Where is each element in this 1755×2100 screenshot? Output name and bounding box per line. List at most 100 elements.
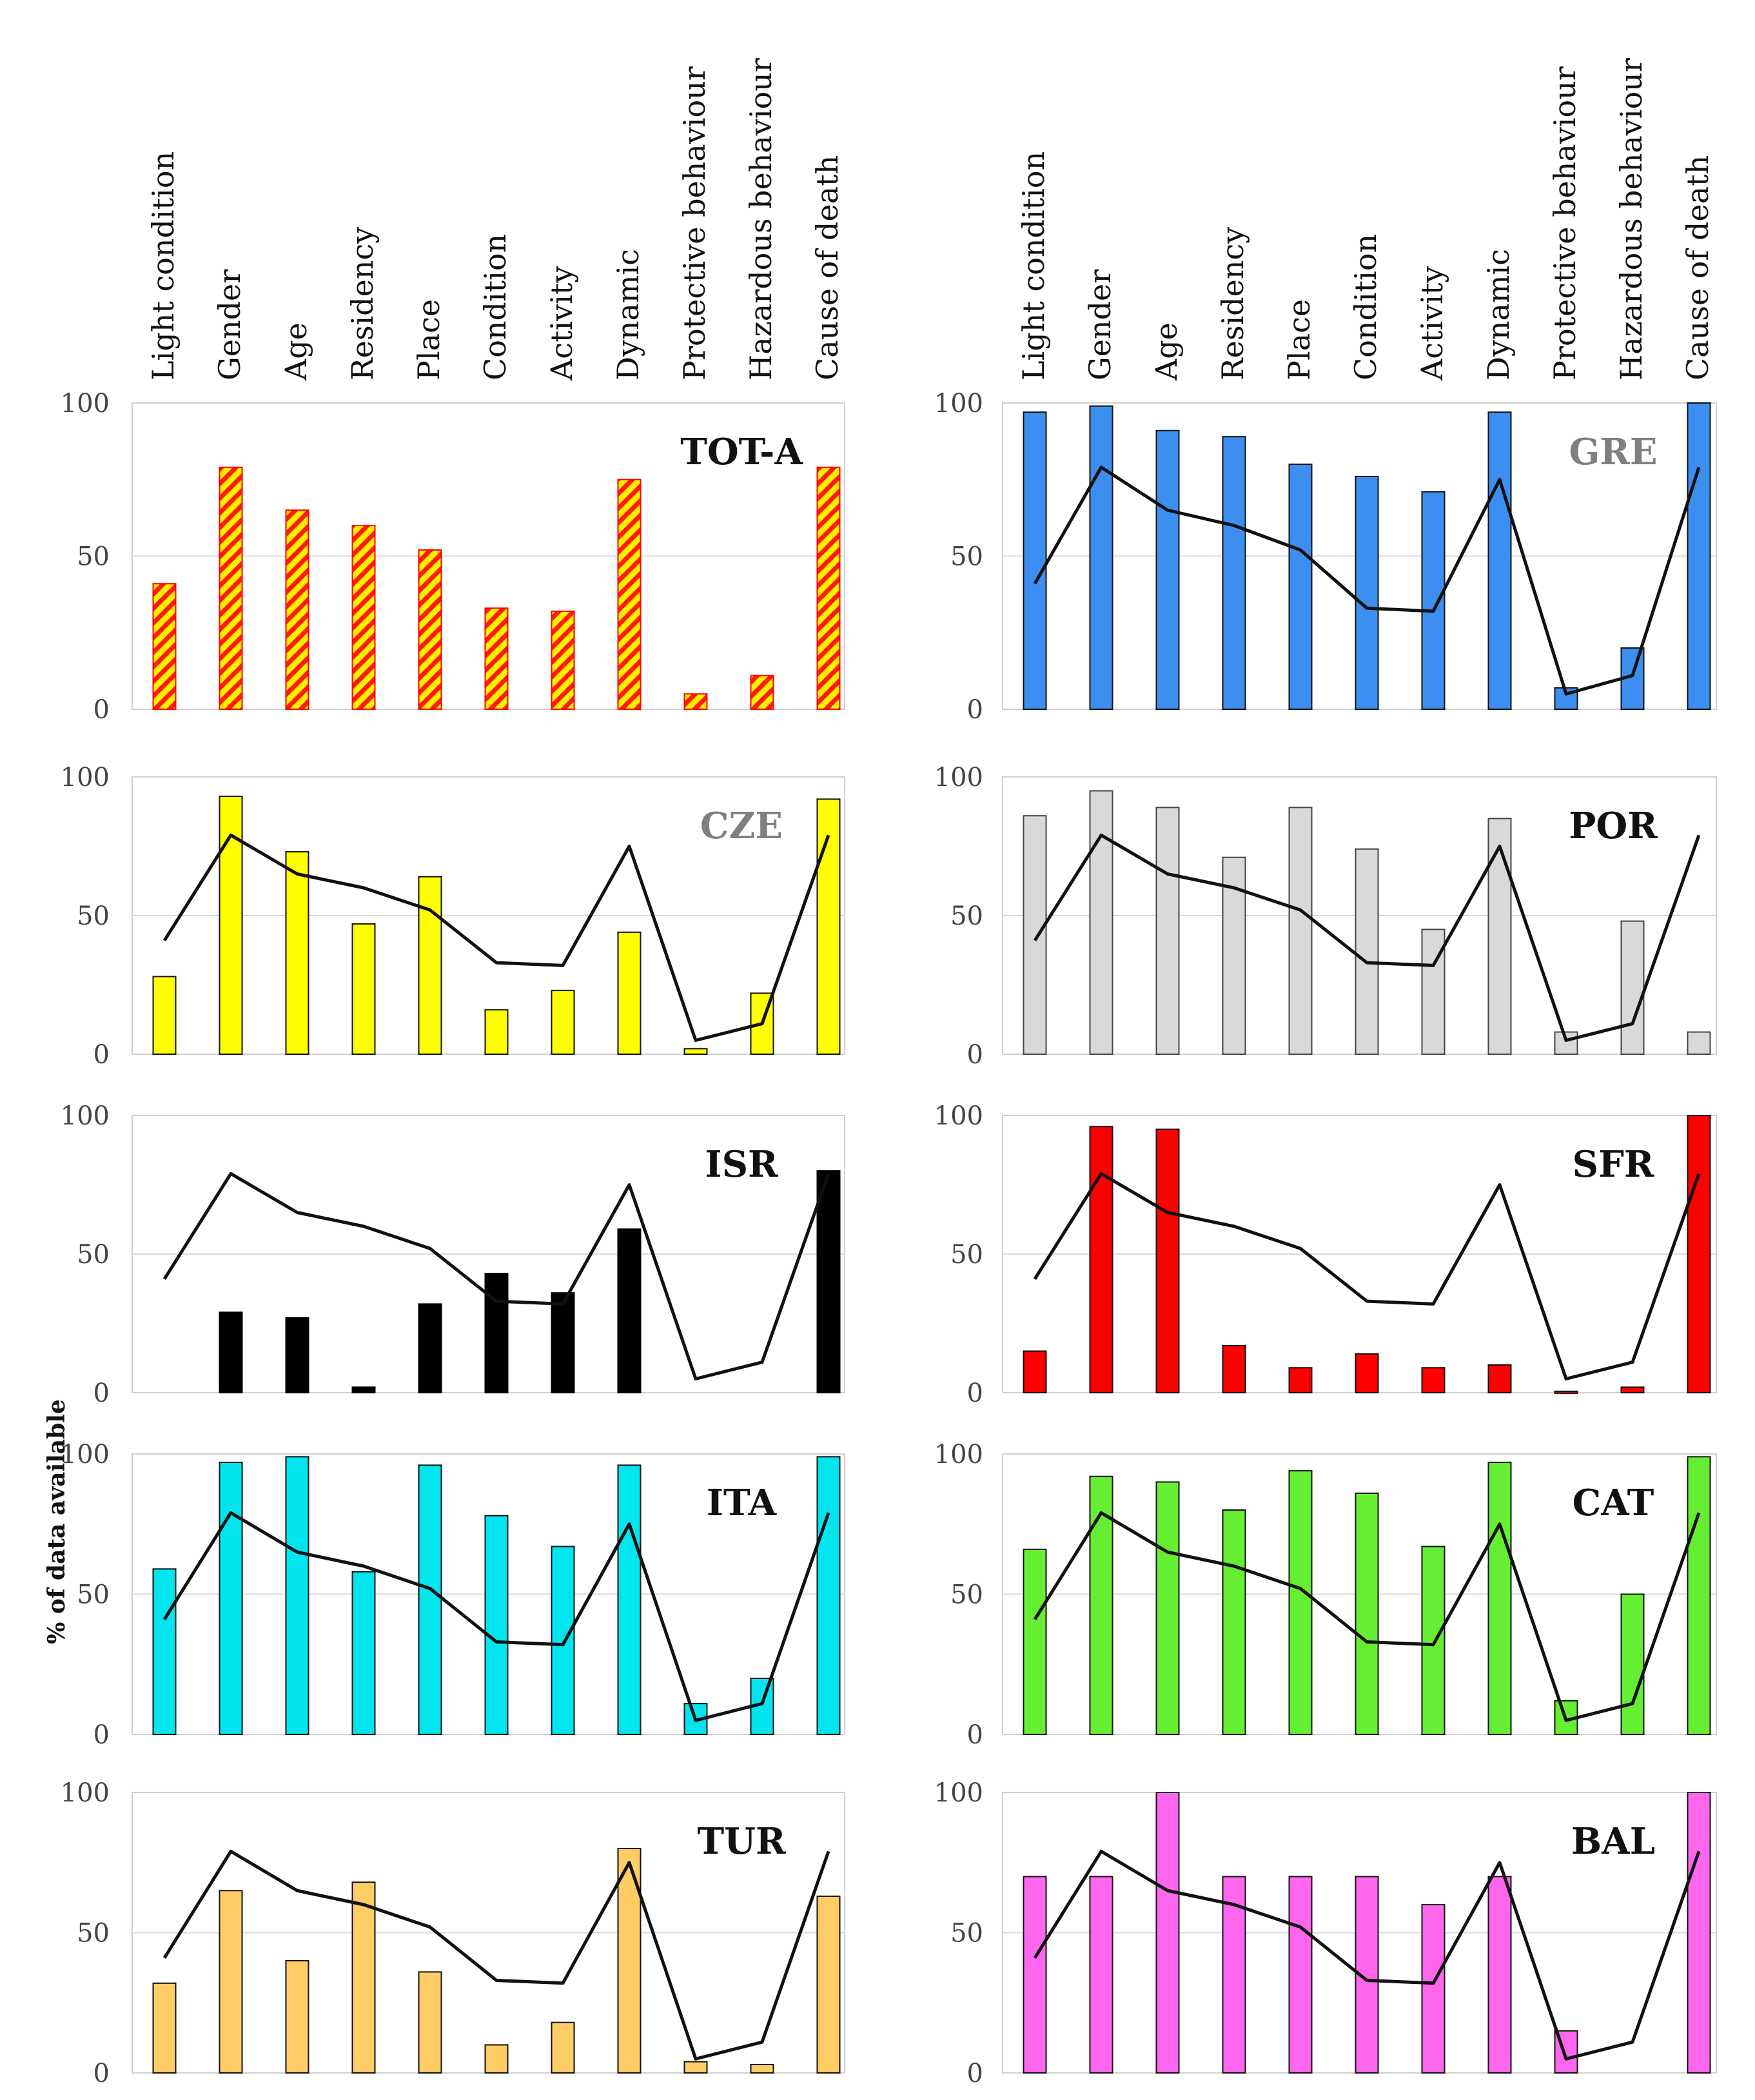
bar (484, 607, 509, 710)
bar (1155, 807, 1180, 1055)
y-tick-label: 0 (967, 695, 983, 725)
bar (1487, 1876, 1512, 2074)
bar (683, 2061, 708, 2074)
y-tick-label: 50 (950, 1919, 983, 1948)
bar (1687, 1792, 1711, 2074)
bar (351, 923, 376, 1055)
bar (1687, 402, 1711, 710)
bar (551, 1546, 575, 1736)
reference-line (162, 833, 830, 1042)
chart-panel-gre: 0 50 100 GRE (934, 389, 1717, 725)
bar (1023, 815, 1047, 1055)
bar (484, 1273, 509, 1393)
bar (1687, 1456, 1711, 1736)
y-tick-label: 50 (77, 542, 110, 572)
bar (418, 1971, 442, 2074)
bar (1023, 411, 1047, 710)
reference-line (1033, 1511, 1701, 1722)
bar (1155, 1481, 1180, 1735)
category-label: Hazardous behaviour (743, 58, 778, 380)
bar (1155, 1128, 1180, 1393)
bar (285, 1317, 309, 1394)
bar (152, 1568, 177, 1736)
bar (1487, 1364, 1512, 1393)
bar (1288, 1367, 1313, 1394)
bar (551, 2021, 575, 2074)
bar (1222, 436, 1246, 710)
bar (418, 876, 442, 1055)
bar (484, 1009, 509, 1055)
chart-panel-tur: 0 50 100 TUR (61, 1778, 845, 2088)
y-tick-label: 0 (93, 1379, 110, 1408)
bar (750, 2063, 774, 2074)
bar (219, 1890, 243, 2074)
bar (617, 1464, 642, 1735)
bar (1620, 647, 1645, 710)
bar (219, 1311, 243, 1394)
category-label: Activity (1415, 266, 1449, 381)
bar (484, 1515, 509, 1735)
bar (617, 931, 642, 1055)
reference-line (1033, 1849, 1701, 2061)
bar (1487, 411, 1512, 710)
category-label: Place (1282, 299, 1317, 380)
bar (285, 1456, 309, 1736)
bar (1155, 1792, 1180, 2074)
bar (219, 1462, 243, 1736)
y-tick-label: 50 (950, 1240, 983, 1270)
bar (1620, 1386, 1645, 1393)
bar (617, 478, 642, 710)
bar (1421, 1367, 1446, 1394)
panel-title: POR (1569, 805, 1658, 847)
chart-panel-tot-a: 0 50 100 TOT-A (61, 389, 845, 725)
y-tick-label: 0 (967, 1040, 983, 1070)
panel-title: ITA (707, 1482, 778, 1524)
category-label: Condition (478, 234, 513, 380)
chart-panel-bal: 0 50 100 BAL (934, 1778, 1717, 2088)
chart-panel-isr: 0 50 100 ISR (61, 1101, 845, 1408)
bar (1023, 1548, 1047, 1735)
y-tick-label: 0 (93, 1720, 110, 1750)
bar (551, 611, 575, 710)
bar (285, 509, 309, 710)
y-tick-label: 50 (950, 1580, 983, 1610)
bar (219, 466, 243, 710)
bar (418, 549, 442, 710)
category-label: Place (411, 299, 446, 380)
bar (1023, 1350, 1047, 1393)
y-tick-label: 50 (950, 901, 983, 931)
category-label: Cause of death (810, 155, 845, 380)
category-label: Residency (1215, 227, 1250, 380)
category-label: Age (1149, 322, 1184, 381)
panel-title: GRE (1569, 431, 1657, 473)
bar (1222, 1876, 1246, 2074)
bar (1421, 491, 1446, 710)
y-tick-label: 100 (61, 1101, 110, 1131)
panel-title: TUR (697, 1820, 786, 1863)
bar (617, 1228, 642, 1394)
y-tick-label: 100 (934, 1101, 983, 1131)
bar (1222, 1509, 1246, 1735)
bar (1089, 1475, 1113, 1736)
bar (816, 1895, 841, 2074)
bar (816, 1456, 841, 1736)
y-tick-label: 0 (93, 1040, 110, 1070)
reference-line (1033, 1172, 1701, 1380)
category-label: Hazardous behaviour (1614, 58, 1649, 380)
chart-panel-cze: 0 50 100 CZE (61, 763, 845, 1070)
y-tick-label: 100 (934, 1440, 983, 1469)
bar (1355, 848, 1379, 1055)
y-axis-label: % of data available (43, 1399, 70, 1644)
bar (1089, 1126, 1113, 1393)
y-tick-label: 50 (77, 1580, 110, 1610)
bar (285, 851, 309, 1055)
bar (484, 2044, 509, 2074)
chart-panel-ita: 0 50 100 ITA (61, 1440, 845, 1750)
bar (683, 693, 708, 710)
y-tick-label: 100 (934, 763, 983, 792)
category-label: Light condition (146, 152, 181, 380)
bar (1155, 429, 1180, 710)
bar (1687, 1031, 1711, 1055)
panel-title: CAT (1573, 1482, 1654, 1524)
